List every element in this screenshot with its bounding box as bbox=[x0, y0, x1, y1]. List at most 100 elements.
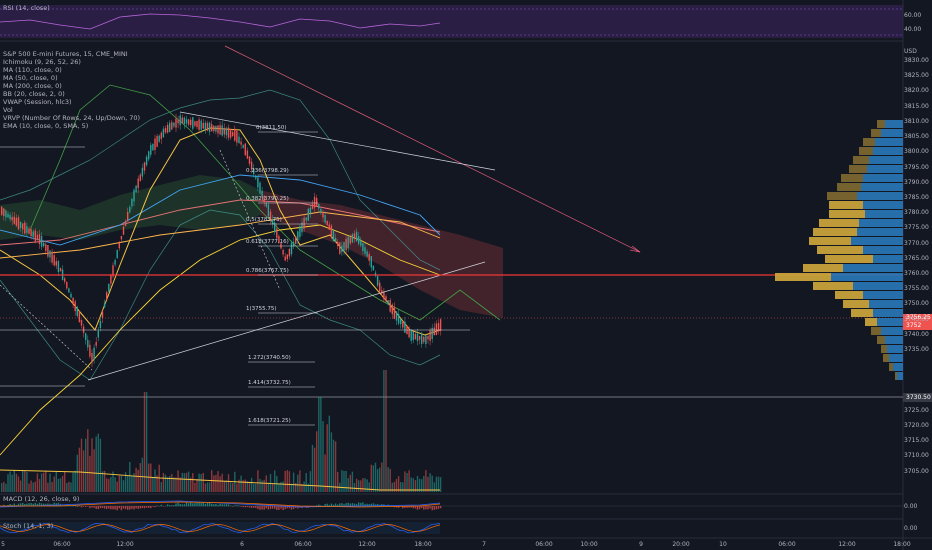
indicator-ma-110[interactable]: MA (110, close, 0) bbox=[3, 66, 62, 74]
macd-hist-bar bbox=[3, 504, 5, 507]
candle-body bbox=[261, 190, 263, 197]
stoch-label[interactable]: Stoch (14, 1, 3) bbox=[3, 522, 54, 530]
volume-bar bbox=[318, 397, 320, 492]
macd-hist-bar bbox=[341, 503, 343, 507]
volume-bar bbox=[211, 470, 213, 492]
vrvp-up-bar bbox=[897, 372, 903, 380]
macd-hist-bar bbox=[288, 506, 291, 509]
macd-hist-bar bbox=[13, 503, 15, 507]
macd-hist-bar bbox=[343, 504, 345, 507]
macd-hist-bar bbox=[194, 503, 196, 507]
volume-bar bbox=[127, 475, 129, 492]
candle-body bbox=[297, 231, 299, 241]
macd-label[interactable]: MACD (12, 26, close, 9) bbox=[3, 495, 80, 503]
candle-body bbox=[286, 254, 288, 260]
candle-body bbox=[416, 333, 419, 341]
candle-body bbox=[257, 177, 259, 188]
volume-bar bbox=[187, 471, 190, 492]
candle-body bbox=[404, 321, 406, 333]
rsi-label[interactable]: RSI (14, close) bbox=[3, 4, 50, 12]
volume-bar bbox=[1, 483, 3, 492]
candle-body bbox=[299, 226, 301, 238]
macd-hist-bar bbox=[36, 503, 39, 507]
candle-body bbox=[360, 241, 362, 246]
vrvp-up-bar bbox=[889, 354, 903, 362]
candle-body bbox=[190, 119, 192, 126]
volume-bar bbox=[261, 480, 263, 492]
candle-body bbox=[70, 293, 72, 298]
macd-hist-bar bbox=[429, 506, 431, 509]
candle-body bbox=[288, 248, 291, 257]
ma-50 bbox=[0, 174, 441, 246]
candle-body bbox=[227, 127, 230, 138]
price-tick: 3820.00 bbox=[904, 87, 929, 94]
volume-ma bbox=[0, 469, 440, 491]
volume-bar bbox=[40, 473, 43, 492]
candle-body bbox=[11, 216, 13, 221]
volume-bar bbox=[280, 481, 282, 492]
volume-bar bbox=[295, 482, 297, 492]
macd-hist-bar bbox=[437, 506, 440, 509]
volume-bar bbox=[196, 479, 198, 492]
macd-hist-bar bbox=[43, 503, 45, 507]
indicator-ma-200[interactable]: MA (200, close, 0) bbox=[3, 82, 62, 90]
indicator-vol[interactable]: Vol bbox=[3, 106, 13, 114]
candle-body bbox=[423, 336, 425, 342]
volume-profile bbox=[775, 120, 903, 380]
volume-bar bbox=[59, 478, 62, 492]
indicator-ichimoku[interactable]: Ichimoku (9, 26, 52, 26) bbox=[3, 58, 81, 66]
indicator-vwap[interactable]: VWAP (Session, hlc3) bbox=[3, 98, 72, 106]
candle-body bbox=[387, 300, 389, 305]
indicator-bb[interactable]: BB (20, close, 2, 0) bbox=[3, 90, 65, 98]
macd-hist-bar bbox=[190, 502, 192, 507]
macd-hist-bar bbox=[177, 502, 179, 507]
candle-body bbox=[51, 251, 53, 263]
macd-hist-bar bbox=[332, 504, 335, 507]
volume-bar bbox=[217, 471, 219, 492]
candle-body bbox=[362, 243, 364, 251]
volume-bar bbox=[166, 477, 169, 492]
indicator-vrvp[interactable]: VRVP (Number Of Rows, 24, Up/Down, 70) bbox=[3, 114, 141, 122]
symbol-title[interactable]: S&P 500 E-mini Futures, 15, CME_MINI bbox=[3, 50, 128, 58]
vrvp-down-bar bbox=[871, 327, 881, 335]
volume-bar bbox=[351, 471, 354, 492]
macd-hist-bar bbox=[276, 506, 278, 511]
macd-hist-bar bbox=[349, 503, 351, 507]
macd-hist-bar bbox=[169, 505, 171, 507]
macd-hist-bar bbox=[267, 506, 270, 510]
volume-bar bbox=[200, 473, 202, 492]
candle-body bbox=[408, 328, 410, 338]
volume-bar bbox=[433, 482, 435, 492]
resistance-trendline bbox=[179, 111, 496, 171]
time-tick: 06:00 bbox=[778, 541, 796, 548]
time-tick: 12:00 bbox=[358, 541, 376, 548]
price-tick: 3710.00 bbox=[904, 452, 929, 459]
volume-bar bbox=[313, 447, 316, 492]
indicator-ema[interactable]: EMA (10, close, 0, SMA, 5) bbox=[3, 122, 89, 130]
candle-body bbox=[32, 231, 34, 238]
macd-hist-bar bbox=[89, 506, 91, 509]
volume-bar bbox=[141, 457, 144, 492]
macd-hist-bar bbox=[439, 506, 442, 509]
candle-body bbox=[156, 136, 158, 147]
macd-hist-bar bbox=[202, 502, 204, 507]
macd-hist-bar bbox=[421, 506, 423, 509]
rsi-line bbox=[0, 13, 441, 30]
macd-hist-bar bbox=[106, 506, 108, 509]
volume-bar bbox=[242, 480, 244, 492]
level-tag: 3730.50 bbox=[906, 394, 931, 401]
candle-body bbox=[311, 203, 314, 209]
volume-bar bbox=[324, 454, 326, 492]
candle-body bbox=[305, 217, 307, 221]
volume-bar bbox=[139, 463, 141, 492]
macd-hist-bar bbox=[370, 503, 372, 507]
stoch-d-line bbox=[0, 524, 441, 532]
macd-hist-bar bbox=[381, 504, 383, 507]
indicator-ma-50[interactable]: MA (50, close, 0) bbox=[3, 74, 58, 82]
time-tick: 9 bbox=[639, 541, 643, 548]
bollinger-upper bbox=[0, 89, 441, 271]
candle-body bbox=[376, 275, 379, 286]
volume-bar bbox=[343, 470, 345, 492]
macd-hist-bar bbox=[171, 505, 173, 507]
